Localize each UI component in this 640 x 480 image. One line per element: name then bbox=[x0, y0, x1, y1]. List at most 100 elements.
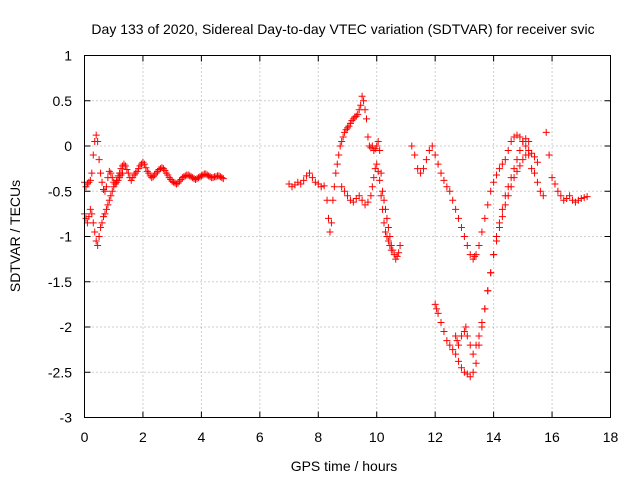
data-point bbox=[384, 237, 392, 245]
data-point bbox=[478, 228, 486, 236]
data-point bbox=[189, 174, 197, 182]
data-point bbox=[196, 173, 204, 181]
data-point bbox=[339, 133, 347, 141]
data-point bbox=[219, 175, 227, 183]
data-point bbox=[501, 156, 509, 164]
data-point bbox=[548, 174, 556, 182]
data-point bbox=[202, 170, 210, 178]
data-point bbox=[376, 176, 384, 184]
data-point bbox=[336, 142, 344, 150]
data-point bbox=[209, 174, 217, 182]
data-point bbox=[455, 357, 463, 365]
data-point bbox=[170, 178, 178, 186]
y-tick-label: 0.5 bbox=[53, 93, 73, 109]
data-point bbox=[329, 196, 337, 204]
series-svic-g bbox=[452, 135, 533, 358]
data-point bbox=[120, 160, 128, 168]
data-point bbox=[490, 178, 498, 186]
data-point bbox=[361, 106, 369, 114]
data-point bbox=[311, 178, 319, 186]
data-point bbox=[335, 151, 343, 159]
data-point bbox=[452, 332, 460, 340]
data-point bbox=[495, 165, 503, 173]
data-point bbox=[381, 228, 389, 236]
data-point bbox=[490, 251, 498, 259]
data-point bbox=[443, 183, 451, 191]
data-point bbox=[117, 171, 125, 179]
data-point bbox=[294, 178, 302, 186]
data-point bbox=[446, 341, 454, 349]
data-point bbox=[522, 142, 530, 150]
data-point bbox=[475, 332, 483, 340]
data-point bbox=[367, 192, 375, 200]
data-point bbox=[174, 179, 182, 187]
data-point bbox=[142, 164, 150, 172]
data-point bbox=[460, 368, 468, 376]
data-point bbox=[306, 169, 314, 177]
data-point bbox=[379, 205, 387, 213]
data-point bbox=[101, 187, 109, 195]
data-point bbox=[463, 332, 471, 340]
data-point bbox=[368, 183, 376, 191]
x-tick-label: 16 bbox=[544, 429, 560, 445]
data-point bbox=[118, 169, 126, 177]
series-svic-f bbox=[431, 147, 541, 381]
data-point bbox=[194, 174, 202, 182]
data-point bbox=[472, 359, 480, 367]
data-point bbox=[387, 246, 395, 254]
data-point bbox=[83, 180, 91, 188]
data-point bbox=[317, 183, 325, 191]
data-point bbox=[91, 228, 99, 236]
data-point bbox=[498, 213, 506, 221]
data-point bbox=[569, 196, 577, 204]
data-point bbox=[383, 214, 391, 222]
data-point bbox=[344, 192, 351, 200]
data-point bbox=[516, 162, 524, 170]
data-point bbox=[297, 180, 305, 188]
data-point bbox=[187, 173, 195, 181]
grid bbox=[84, 55, 611, 418]
data-point bbox=[380, 219, 388, 227]
data-point bbox=[86, 176, 94, 184]
data-point bbox=[525, 137, 533, 145]
data-point bbox=[498, 205, 506, 213]
data-point bbox=[419, 165, 427, 173]
data-point bbox=[431, 151, 439, 159]
data-point bbox=[446, 187, 454, 195]
data-point bbox=[362, 115, 370, 123]
data-point bbox=[542, 128, 550, 136]
data-point bbox=[341, 187, 349, 195]
x-tick-label: 12 bbox=[427, 429, 443, 445]
data-point bbox=[342, 126, 350, 134]
data-point bbox=[370, 174, 378, 182]
data-point bbox=[184, 171, 192, 179]
data-point bbox=[452, 350, 460, 358]
data-point bbox=[149, 173, 157, 181]
y-tick-label: -3 bbox=[60, 410, 73, 426]
data-point bbox=[495, 219, 503, 227]
data-point bbox=[344, 124, 351, 132]
data-point bbox=[516, 147, 524, 155]
data-point bbox=[354, 110, 362, 118]
data-point bbox=[88, 169, 96, 177]
data-point bbox=[501, 192, 509, 200]
data-point bbox=[82, 214, 90, 222]
series-svic-e bbox=[408, 128, 591, 263]
data-point bbox=[377, 169, 385, 177]
data-point bbox=[349, 198, 357, 206]
x-tick-label: 6 bbox=[256, 429, 264, 445]
x-tick-label: 18 bbox=[603, 429, 619, 445]
data-point bbox=[159, 165, 167, 173]
data-point bbox=[151, 171, 159, 179]
data-point bbox=[554, 187, 562, 195]
data-point bbox=[383, 233, 391, 240]
data-point bbox=[333, 160, 341, 168]
data-point bbox=[507, 137, 515, 145]
data-point bbox=[358, 196, 366, 204]
data-point bbox=[143, 167, 151, 175]
data-point bbox=[455, 341, 463, 349]
data-point bbox=[98, 219, 106, 227]
data-point bbox=[443, 337, 451, 345]
data-point bbox=[531, 153, 539, 161]
data-point bbox=[457, 364, 465, 372]
